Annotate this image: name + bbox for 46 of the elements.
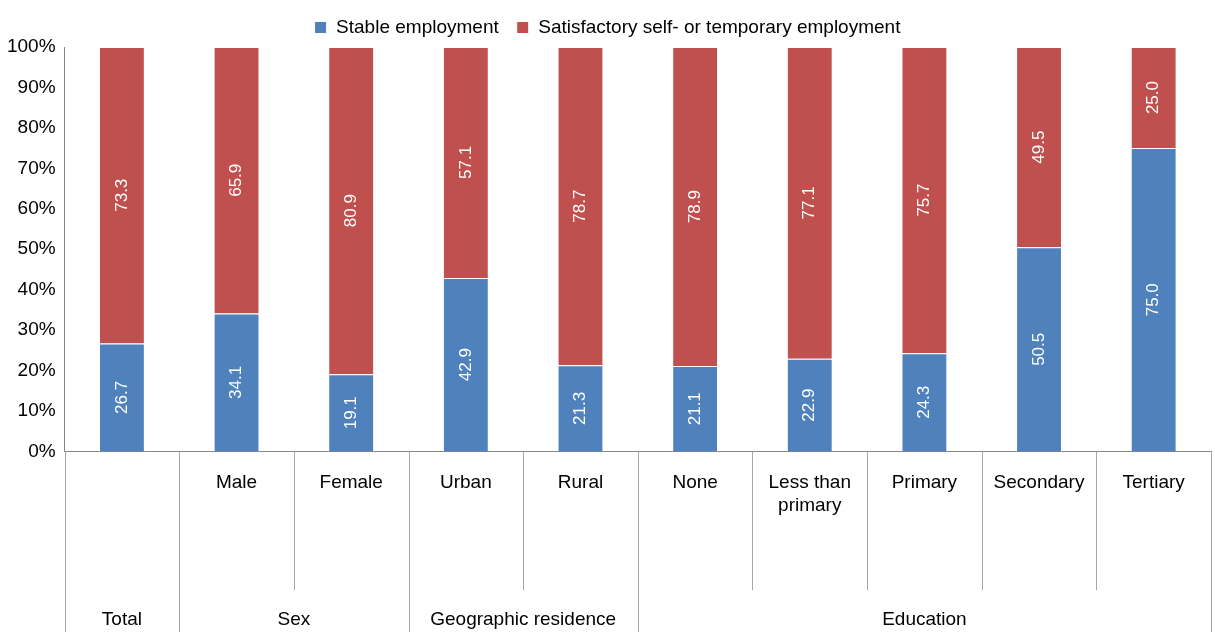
x-tick-label: Less than primary [768,471,851,515]
data-label: 22.9 [799,388,819,422]
data-label: 57.1 [455,145,475,179]
data-label: 50.5 [1028,332,1048,366]
y-tick-label: 30% [17,318,56,340]
x-tick-label: Tertiary [1122,471,1186,493]
y-tick-label: 50% [17,237,56,259]
data-label: 24.3 [914,385,934,419]
x-tick-label: Secondary [993,471,1085,493]
legend-label: Stable employment [336,15,500,37]
x-tick-label: Urban [439,471,492,493]
data-label: 25.0 [1143,81,1163,115]
text: Geographic residence [430,608,617,630]
data-label: 75.7 [914,183,934,217]
y-tick-label: 80% [17,116,56,138]
data-label: 80.9 [340,194,360,228]
y-tick-label: 10% [17,399,56,421]
data-label: 34.1 [226,365,246,399]
text: Education [882,608,967,630]
data-label: 26.7 [111,380,131,414]
y-tick-label: 100% [6,35,56,57]
text: Total [101,608,142,630]
y-tick-label: 90% [17,75,56,97]
data-label: 77.1 [799,186,819,220]
x-tick-label: None [672,471,718,493]
data-label: 73.3 [111,178,131,212]
y-tick-label: 20% [17,358,56,380]
x-tick-label: Male [215,471,258,493]
data-label: 49.5 [1028,130,1048,164]
x-tick-label: Rural [557,471,604,493]
data-label: 75.0 [1143,283,1163,317]
data-label: 42.9 [455,348,475,382]
x-tick-label: Primary [891,471,958,493]
data-label: 65.9 [226,163,246,197]
x-tick-label: Female [319,471,383,493]
data-label: 78.9 [684,189,704,224]
data-label: 19.1 [340,396,360,430]
text: Sex [277,608,311,630]
y-tick-label: 60% [17,196,56,218]
y-tick-label: 40% [17,277,56,299]
data-label: 21.1 [684,392,704,426]
y-tick-label: 70% [17,156,56,178]
data-label: 21.3 [570,391,590,425]
y-tick-label: 0% [28,439,56,461]
legend-label: Satisfactory self- or temporary employment [538,15,902,37]
data-label: 78.7 [570,189,590,223]
